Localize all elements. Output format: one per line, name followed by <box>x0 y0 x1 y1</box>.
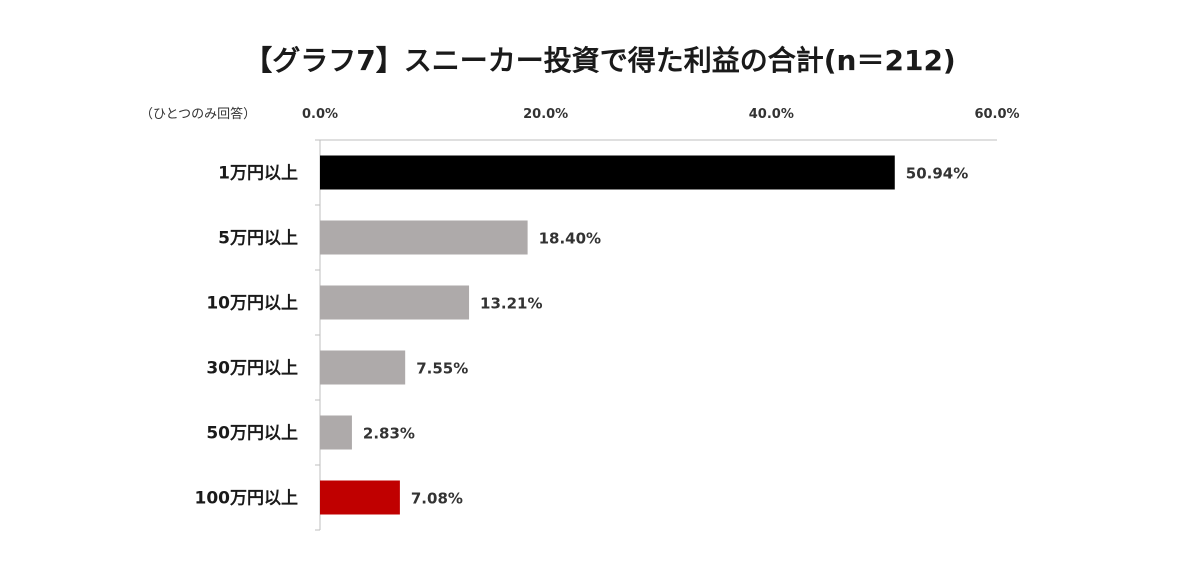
x-tick-label: 60.0% <box>974 107 1019 122</box>
bar <box>320 155 895 190</box>
category-label: 10万円以上 <box>206 294 298 314</box>
category-label: 30万円以上 <box>206 359 298 379</box>
x-tick-label: 40.0% <box>749 107 794 122</box>
axes <box>315 139 997 531</box>
bar <box>320 480 400 515</box>
x-tick-label: 20.0% <box>523 107 568 122</box>
bars <box>320 155 895 515</box>
bar <box>320 285 470 320</box>
category-label: 100万円以上 <box>195 489 299 509</box>
value-label: 13.21% <box>480 295 542 313</box>
category-label: 5万円以上 <box>218 229 298 249</box>
chart-title: 【グラフ7】スニーカー投資で得た利益の合計(n＝212) <box>244 44 955 77</box>
category-labels: 1万円以上 5万円以上 10万円以上 30万円以上 50万円以上 100万円以上 <box>195 164 299 509</box>
value-label: 7.08% <box>411 490 463 508</box>
category-label: 1万円以上 <box>218 164 298 184</box>
bar <box>320 415 352 450</box>
x-tick-labels: 0.0% 20.0% 40.0% 60.0% <box>302 107 1020 122</box>
bar <box>320 220 528 255</box>
value-label: 7.55% <box>416 360 468 378</box>
answer-note: （ひとつのみ回答） <box>140 106 256 122</box>
value-label: 2.83% <box>363 425 415 443</box>
bar <box>320 350 406 385</box>
value-label: 18.40% <box>539 230 601 248</box>
x-tick-label: 0.0% <box>302 107 338 122</box>
value-labels: 50.94% 18.40% 13.21% 7.55% 2.83% 7.08% <box>363 165 968 508</box>
category-label: 50万円以上 <box>206 424 298 444</box>
value-label: 50.94% <box>906 165 968 183</box>
